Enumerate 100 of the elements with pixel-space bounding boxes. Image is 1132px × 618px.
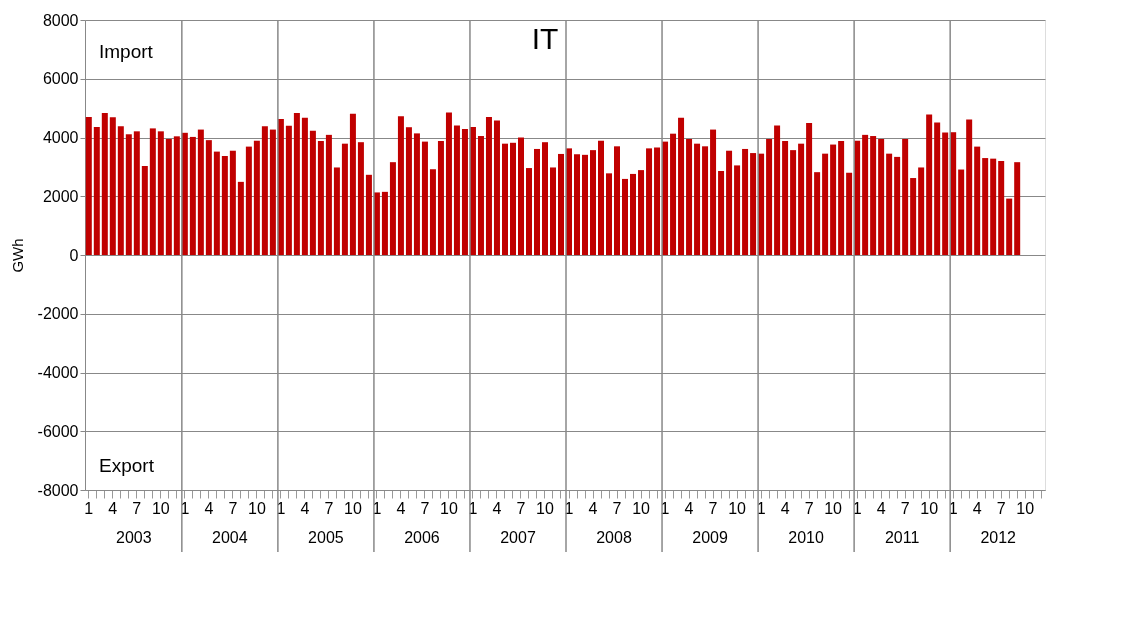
bar <box>702 146 709 255</box>
bar <box>293 113 300 255</box>
bar <box>141 165 148 255</box>
text: 2003 <box>116 529 152 546</box>
bar <box>574 154 581 255</box>
x-tick-label: 1 <box>276 499 286 517</box>
bar <box>333 167 340 255</box>
x-tick-label: 7 <box>996 499 1006 517</box>
bar <box>389 162 396 255</box>
x-tick-label: 10 <box>1016 499 1035 517</box>
bar <box>413 133 420 255</box>
bar <box>173 136 180 255</box>
bar <box>686 138 693 255</box>
x-tick-label: 10 <box>536 499 554 517</box>
bar <box>990 158 997 255</box>
bar <box>806 123 813 255</box>
x-tick-label: 7 <box>228 499 238 517</box>
text: 2012 <box>980 529 1017 546</box>
x-tick-label: 4 <box>396 499 406 517</box>
bar <box>958 169 965 255</box>
bar <box>165 138 172 255</box>
x-tick-label: 4 <box>204 499 214 517</box>
y-tick-label: -8000 <box>37 481 79 499</box>
bar <box>742 148 749 255</box>
x-tick-label: 7 <box>132 499 142 517</box>
bar <box>237 181 244 255</box>
x-tick-label: 1 <box>852 499 862 517</box>
bar <box>397 116 404 255</box>
x-tick-label: 4 <box>876 499 886 517</box>
bar <box>245 146 252 255</box>
bar <box>790 150 797 255</box>
bar <box>285 125 292 255</box>
bar <box>622 178 629 255</box>
bar <box>638 170 645 255</box>
bar <box>726 150 733 255</box>
bar <box>814 172 821 255</box>
text: 2009 <box>692 529 728 546</box>
bar <box>349 113 356 255</box>
bar <box>926 114 933 255</box>
bar <box>477 136 484 255</box>
x-tick-label: 10 <box>728 499 747 517</box>
y-tick-label: 0 <box>69 246 79 264</box>
bar <box>365 174 372 255</box>
bar <box>525 168 532 255</box>
x-tick-label: 10 <box>632 499 651 517</box>
bar <box>1014 162 1021 255</box>
x-tick-label: 10 <box>344 499 362 517</box>
bar <box>341 143 348 255</box>
bar <box>317 141 324 255</box>
bar <box>598 140 605 255</box>
bar <box>437 141 444 255</box>
bar <box>822 153 829 255</box>
bar <box>453 125 460 255</box>
bar <box>533 148 540 255</box>
bar <box>830 144 837 255</box>
chart-title: IT <box>531 22 559 55</box>
bar <box>405 127 412 255</box>
y-tick-label: -6000 <box>37 422 79 440</box>
bar <box>461 128 468 255</box>
y-tick-label: 8000 <box>42 11 79 29</box>
bar <box>301 117 308 255</box>
bar <box>750 153 757 255</box>
bar <box>670 133 677 255</box>
text: 2006 <box>404 529 440 546</box>
bar <box>93 126 100 255</box>
bar <box>590 150 597 255</box>
bar <box>381 191 388 255</box>
x-tick-label: 1 <box>84 499 94 517</box>
bar <box>309 130 316 255</box>
x-tick-label: 1 <box>756 499 766 517</box>
text: 2004 <box>212 529 248 546</box>
text: 2005 <box>308 529 344 546</box>
x-tick-label: 4 <box>972 499 982 517</box>
bar <box>974 146 981 255</box>
bar <box>846 172 853 255</box>
x-tick-label: 10 <box>824 499 843 517</box>
bar <box>149 128 156 255</box>
bar <box>101 113 108 255</box>
bar <box>125 134 132 255</box>
bar <box>213 151 220 255</box>
bar <box>133 131 140 255</box>
y-tick-label: 2000 <box>42 187 79 205</box>
x-tick-label: 4 <box>492 499 502 517</box>
bar <box>197 129 204 255</box>
bar <box>549 167 556 255</box>
bar <box>718 170 725 255</box>
x-tick-label: 1 <box>468 499 478 517</box>
bar <box>998 161 1005 255</box>
x-tick-label: 1 <box>180 499 190 517</box>
bar <box>870 136 877 255</box>
bar <box>878 138 885 255</box>
bar <box>517 137 524 255</box>
bar <box>493 120 500 255</box>
y-tick-label: 6000 <box>42 70 79 88</box>
bar <box>694 143 701 255</box>
bar <box>85 116 92 255</box>
text: 2011 <box>884 529 920 546</box>
bar <box>421 141 428 255</box>
bar <box>614 146 621 255</box>
text: 2007 <box>500 529 536 546</box>
